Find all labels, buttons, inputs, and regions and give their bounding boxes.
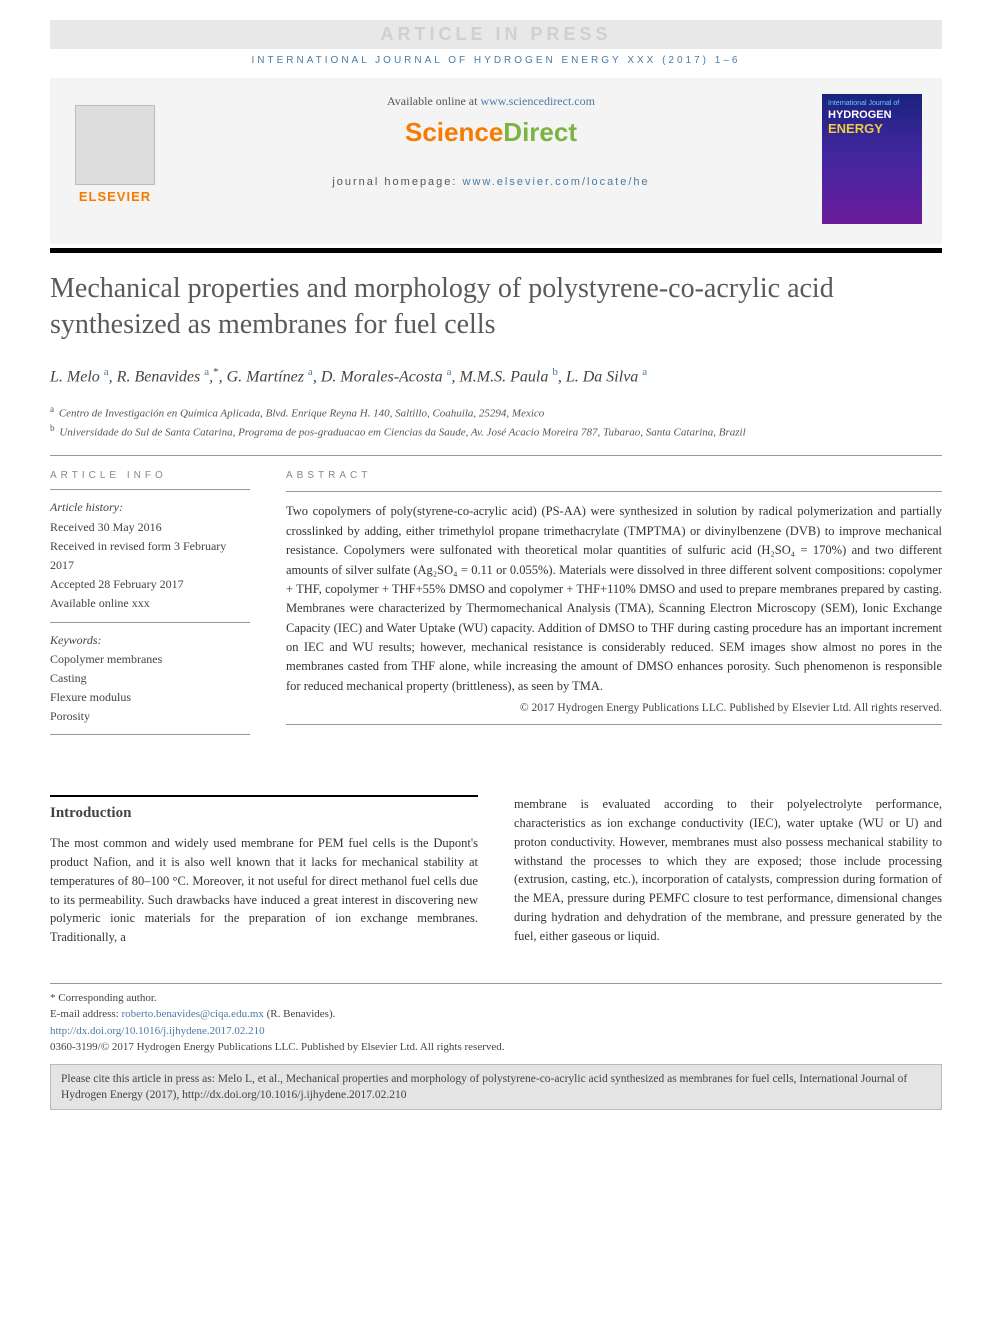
divider xyxy=(50,455,942,456)
corresponding-author: * Corresponding author. xyxy=(50,990,942,1007)
sciencedirect-logo[interactable]: ScienceDirect xyxy=(176,117,806,148)
article-info: ARTICLE INFO Article history: Received 3… xyxy=(50,470,250,735)
journal-cover[interactable]: International Journal of HYDROGEN ENERGY xyxy=(822,94,922,224)
body-col-left: Introduction The most common and widely … xyxy=(50,795,478,947)
journal-reference: INTERNATIONAL JOURNAL OF HYDROGEN ENERGY… xyxy=(50,55,942,66)
sciencedirect-link[interactable]: www.sciencedirect.com xyxy=(480,94,595,108)
abstract-label: ABSTRACT xyxy=(286,470,942,481)
available-online: Available online at www.sciencedirect.co… xyxy=(176,94,806,109)
elsevier-logo[interactable]: ELSEVIER xyxy=(70,94,160,204)
footer-copyright: 0360-3199/© 2017 Hydrogen Energy Publica… xyxy=(50,1039,942,1056)
introduction-heading: Introduction xyxy=(50,795,478,822)
history-block: Article history: Received 30 May 2016 Re… xyxy=(50,489,250,622)
black-rule xyxy=(50,248,942,253)
article-title: Mechanical properties and morphology of … xyxy=(50,271,942,344)
article-info-label: ARTICLE INFO xyxy=(50,470,250,481)
info-abstract-row: ARTICLE INFO Article history: Received 3… xyxy=(50,470,942,735)
header-center: Available online at www.sciencedirect.co… xyxy=(176,94,806,188)
article-in-press-banner: ARTICLE IN PRESS xyxy=(50,20,942,49)
email-link[interactable]: roberto.benavides@ciqa.edu.mx xyxy=(121,1008,263,1020)
abstract-text: Two copolymers of poly(styrene-co-acryli… xyxy=(286,502,942,696)
abstract-copyright: © 2017 Hydrogen Energy Publications LLC.… xyxy=(286,702,942,714)
homepage-link[interactable]: www.elsevier.com/locate/he xyxy=(463,176,650,188)
elsevier-tree-icon xyxy=(75,105,155,185)
body-columns: Introduction The most common and widely … xyxy=(50,795,942,947)
banner-text: ARTICLE IN PRESS xyxy=(380,24,611,44)
affiliations: a Centro de Investigación en Química Apl… xyxy=(50,403,942,441)
authors: L. Melo a, R. Benavides a,*, G. Martínez… xyxy=(50,364,942,389)
elsevier-label: ELSEVIER xyxy=(79,189,151,204)
keywords-block: Keywords: Copolymer membranes Casting Fl… xyxy=(50,623,250,736)
intro-text-1: The most common and widely used membrane… xyxy=(50,834,478,947)
header-box: ELSEVIER Available online at www.science… xyxy=(50,78,942,244)
body-col-right: membrane is evaluated according to their… xyxy=(514,795,942,947)
citation-box: Please cite this article in press as: Me… xyxy=(50,1064,942,1110)
doi-link[interactable]: http://dx.doi.org/10.1016/j.ijhydene.201… xyxy=(50,1025,265,1037)
intro-text-2: membrane is evaluated according to their… xyxy=(514,795,942,945)
journal-homepage: journal homepage: www.elsevier.com/locat… xyxy=(176,176,806,188)
email-line: E-mail address: roberto.benavides@ciqa.e… xyxy=(50,1006,942,1023)
abstract-column: ABSTRACT Two copolymers of poly(styrene-… xyxy=(286,470,942,735)
footnotes: * Corresponding author. E-mail address: … xyxy=(50,983,942,1056)
